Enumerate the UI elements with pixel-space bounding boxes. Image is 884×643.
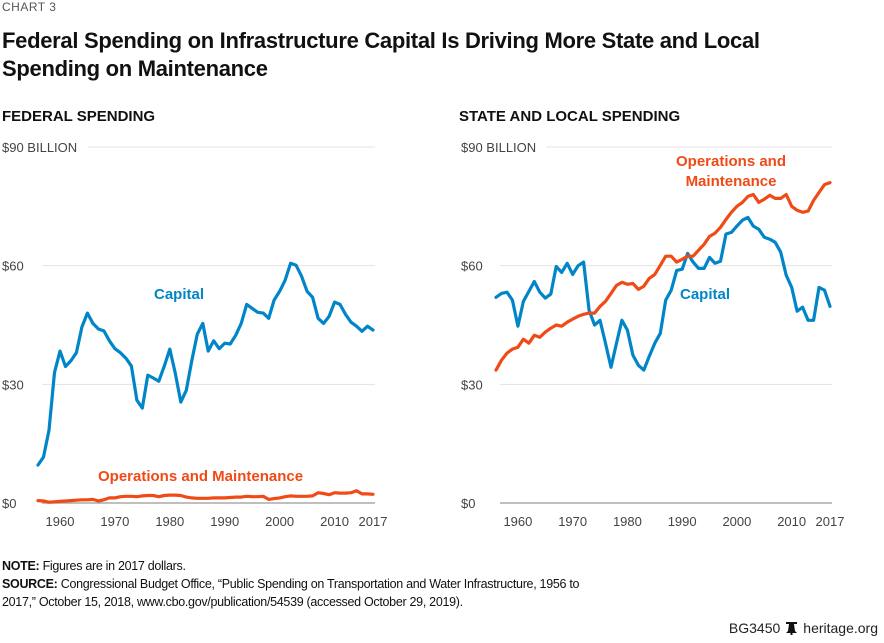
federal-operations-line: [36, 489, 375, 504]
state-operations-line: [494, 181, 832, 372]
state-x-tick-label: 1990: [668, 514, 697, 529]
federal-capital-label: Capital: [154, 286, 204, 303]
state-panel-title: STATE AND LOCAL SPENDING: [459, 108, 681, 125]
series-label-line: Capital: [680, 286, 730, 303]
note-text: Figures are in 2017 dollars.: [39, 559, 186, 573]
federal-operations-label: Operations and Maintenance: [98, 468, 303, 485]
state-x-tick-label: 2000: [722, 514, 751, 529]
report-code: BG3450: [728, 620, 781, 636]
notes: NOTE: Figures are in 2017 dollars. SOURC…: [2, 557, 602, 611]
federal-y-tick-label: $30: [2, 377, 24, 392]
state-y-tick-label: $90 BILLION: [461, 140, 536, 155]
chart-title: Federal Spending on Infrastructure Capit…: [2, 28, 760, 81]
note-line: NOTE: Figures are in 2017 dollars.: [2, 557, 602, 575]
federal-x-tick-label: 2010: [320, 514, 349, 529]
federal-x-tick-label: 1970: [100, 514, 129, 529]
series-label-line: Operations and Maintenance: [98, 468, 303, 485]
chart-number: CHART 3: [2, 0, 57, 14]
state-y-tick-label: $60: [461, 259, 483, 274]
state-x-tick-label: 1960: [503, 514, 532, 529]
series-label-line: Maintenance: [686, 173, 777, 190]
state-y-tick-label: $0: [461, 496, 475, 511]
federal-y-tick-label: $60: [2, 259, 24, 274]
federal-x-tick-label: 1990: [210, 514, 239, 529]
federal-y-tick-label: $0: [2, 496, 16, 511]
series-label-line: Capital: [154, 286, 204, 303]
state-y-tick-label: $30: [461, 377, 483, 392]
federal-x-tick-label: 1960: [46, 514, 75, 529]
federal-y-tick-label: $90 BILLION: [2, 140, 77, 155]
state-x-tick-label: 1970: [558, 514, 587, 529]
state-operations-label: Operations and Maintenance: [676, 153, 786, 190]
state-capital-line: [494, 215, 832, 372]
state-x-tick-label: 2017: [816, 514, 845, 529]
federal-capital-line: [36, 261, 375, 467]
federal-panel-title: FEDERAL SPENDING: [2, 108, 156, 125]
source-line: SOURCE: Congressional Budget Office, “Pu…: [2, 575, 602, 611]
federal-x-tick-label: 2017: [359, 514, 388, 529]
footer: BG3450 heritage.org: [729, 620, 878, 636]
state-x-tick-label: 2010: [777, 514, 806, 529]
liberty-bell-icon: [786, 621, 798, 635]
source-text: Congressional Budget Office, “Public Spe…: [2, 577, 580, 609]
source-label: SOURCE:: [2, 577, 58, 591]
federal-x-tick-label: 2000: [265, 514, 294, 529]
site-name: heritage.org: [803, 620, 878, 636]
state-x-tick-label: 1980: [613, 514, 642, 529]
federal-x-tick-label: 1980: [155, 514, 184, 529]
note-label: NOTE:: [2, 559, 40, 573]
state-capital-label: Capital: [680, 286, 730, 303]
series-label-line: Operations and: [676, 153, 786, 170]
